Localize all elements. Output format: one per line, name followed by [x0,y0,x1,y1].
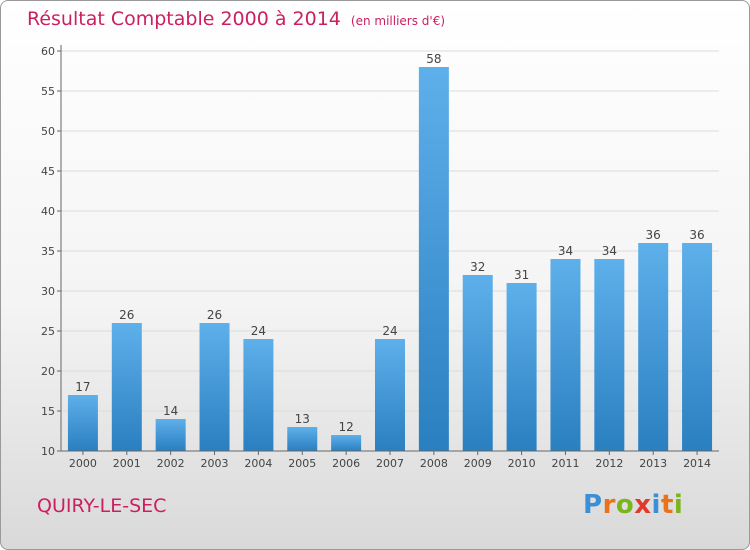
data-label: 34 [602,244,617,258]
data-label: 36 [646,228,661,242]
x-tick-label: 2004 [244,457,272,470]
x-tick-label: 2007 [376,457,404,470]
data-label: 24 [382,324,397,338]
y-tick-label: 25 [41,325,55,338]
bar [638,243,669,451]
bar [243,339,274,451]
x-tick-label: 2002 [157,457,185,470]
proxiti-logo: Proxiti [583,490,683,520]
bar [594,259,625,451]
data-label: 31 [514,268,529,282]
bar [682,243,713,451]
data-label: 13 [295,412,310,426]
logo-letter: i [673,490,684,520]
y-tick-label: 30 [41,285,55,298]
y-tick-label: 40 [41,205,55,218]
data-label: 36 [689,228,704,242]
x-tick-label: 2013 [639,457,667,470]
bar [550,259,581,451]
data-label: 14 [163,404,178,418]
y-tick-label: 10 [41,445,55,458]
axes [57,45,719,455]
data-label: 17 [75,380,90,394]
chart-title-text: Résultat Comptable 2000 à 2014 [27,8,341,30]
bar [287,427,318,451]
x-tick-label: 2010 [508,457,536,470]
data-label: 26 [119,308,134,322]
y-tick-label: 50 [41,125,55,138]
y-tick-label: 15 [41,405,55,418]
data-label: 24 [251,324,266,338]
bar [506,283,537,451]
x-tick-label: 2009 [464,457,492,470]
chart-title: Résultat Comptable 2000 à 2014 (en millie… [27,8,445,30]
bar [462,275,493,451]
bar [67,395,98,451]
bar [199,323,230,451]
bar [331,435,362,451]
y-tick-label: 45 [41,165,55,178]
data-label: 58 [426,52,441,66]
x-tick-label: 2011 [551,457,579,470]
bar [418,67,449,451]
x-tick-label: 2003 [201,457,229,470]
y-tick-label: 55 [41,85,55,98]
chart-subtitle: (en milliers d'€) [350,14,446,28]
bar [155,419,186,451]
logo-letter: t [660,490,674,520]
bar [111,323,142,451]
labels: 10 15 20 25 30 35 40 45 50 55 60 17 2000 26 2001 14 2002… [41,45,711,470]
bar [375,339,405,451]
x-tick-label: 2005 [288,457,316,470]
x-tick-label: 2012 [595,457,623,470]
bars [67,67,713,451]
x-tick-label: 2006 [332,457,360,470]
y-tick-label: 35 [41,245,55,258]
x-tick-label: 2001 [113,457,141,470]
logo-letter: P [583,490,603,520]
commune-name: QUIRY-LE-SEC [37,495,167,517]
logo-letter: x [634,490,652,520]
logo-letter: o [615,490,635,520]
data-label: 12 [338,420,353,434]
data-label: 34 [558,244,573,258]
y-tick-label: 20 [41,365,55,378]
x-tick-label: 2008 [420,457,448,470]
data-label: 26 [207,308,222,322]
logo-letter: r [602,490,616,520]
y-tick-label: 60 [41,45,55,58]
x-tick-label: 2014 [683,457,711,470]
data-label: 32 [470,260,485,274]
x-tick-label: 2000 [69,457,97,470]
logo-letter: i [651,490,661,520]
